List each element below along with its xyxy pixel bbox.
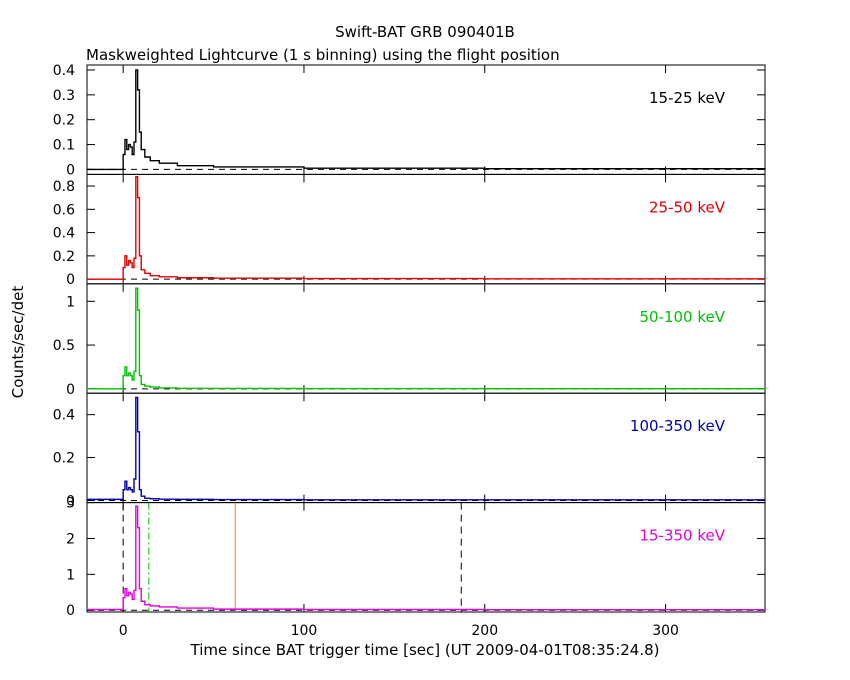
band-label: 15-350 keV xyxy=(639,527,725,545)
y-tick-label: 0.3 xyxy=(53,88,75,104)
y-tick-label: 1 xyxy=(66,294,75,310)
x-tick-label: 200 xyxy=(471,623,498,639)
panel-frame xyxy=(86,173,766,285)
panel-frame xyxy=(86,392,766,504)
x-tick-label: 0 xyxy=(119,623,128,639)
panel-frame xyxy=(86,64,766,175)
lightcurve-series xyxy=(87,505,766,611)
y-tick-label: 2 xyxy=(66,531,75,547)
y-tick-label: 0.1 xyxy=(53,138,75,154)
y-tick-label: 3 xyxy=(66,496,75,512)
x-axis-label: Time since BAT trigger time [sec] (UT 20… xyxy=(190,641,660,659)
x-tick-label: 100 xyxy=(291,623,318,639)
y-tick-label: 0.5 xyxy=(53,338,75,354)
y-tick-label: 0 xyxy=(66,272,75,288)
y-tick-label: 0 xyxy=(66,382,75,398)
y-tick-label: 0.6 xyxy=(53,202,75,218)
y-axis-label: Counts/sec/det xyxy=(9,286,27,399)
y-tick-label: 0.4 xyxy=(53,63,75,79)
y-tick-label: 0.4 xyxy=(53,408,75,424)
y-tick-label: 0.2 xyxy=(53,249,75,265)
panels-group: 0 0.1 0.2 0.3 0.4 15-25 keV 0 0.2 0.4 0.6 0.8 25-50… xyxy=(53,63,766,639)
lightcurve-series xyxy=(87,287,766,390)
y-tick-label: 1 xyxy=(66,567,75,583)
y-tick-label: 0.4 xyxy=(53,226,75,242)
chart-title: Swift-BAT GRB 090401B xyxy=(335,23,515,41)
y-tick-label: 0.2 xyxy=(53,113,75,129)
band-label: 100-350 keV xyxy=(630,417,726,435)
band-label: 50-100 keV xyxy=(639,308,725,326)
panel-frame xyxy=(86,283,766,394)
lightcurve-series xyxy=(87,176,766,280)
chart-subtitle: Maskweighted Lightcurve (1 s binning) us… xyxy=(86,46,560,64)
y-tick-label: 0 xyxy=(66,162,75,178)
x-tick-label: 300 xyxy=(652,623,679,639)
y-tick-label: 0 xyxy=(66,603,75,619)
lightcurve-series xyxy=(87,69,766,171)
y-tick-label: 0.2 xyxy=(53,451,75,467)
lightcurve-series xyxy=(87,396,765,501)
y-tick-label: 0 xyxy=(66,493,75,509)
panel-frame xyxy=(86,502,766,613)
band-label: 15-25 keV xyxy=(649,89,726,107)
y-tick-label: 0.8 xyxy=(53,179,75,195)
band-label: 25-50 keV xyxy=(649,198,726,216)
